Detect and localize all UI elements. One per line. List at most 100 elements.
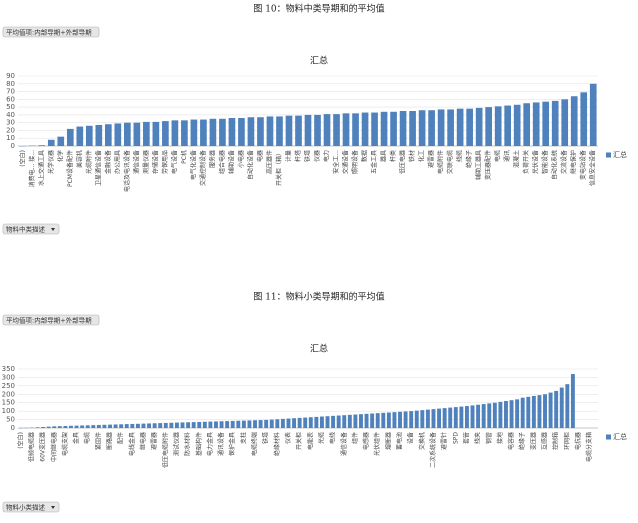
x-tick-label: 绝缘子: [465, 150, 473, 168]
axis-field-button[interactable]: [2, 223, 60, 235]
bar: [208, 421, 213, 428]
bar: [409, 111, 416, 146]
x-tick-label: 钢管: [485, 432, 493, 444]
bar: [319, 416, 324, 428]
x-tick-label: 铁塔: [262, 432, 270, 444]
bar: [504, 105, 511, 146]
legend-swatch: [606, 152, 611, 158]
x-tick-label: 计量: [284, 150, 292, 162]
bar: [57, 136, 65, 146]
x-tick-label: 线夹: [474, 432, 482, 444]
bar: [169, 422, 174, 428]
value-field-button[interactable]: [2, 26, 100, 38]
x-tick-label: 美容机: [75, 150, 83, 168]
bar: [531, 395, 536, 428]
bar: [286, 418, 291, 428]
x-tick-label: 负荷开关: [522, 150, 530, 174]
x-tick-label: 电器: [256, 150, 264, 162]
x-tick-label: 自动化设备: [246, 150, 254, 180]
bar: [487, 403, 492, 428]
bar: [38, 145, 46, 146]
bar: [57, 426, 62, 428]
bar: [414, 410, 419, 428]
x-tick-label: (空白): [16, 432, 24, 449]
bar: [96, 424, 101, 428]
x-tick-label: 电缆终端: [251, 432, 259, 456]
y-tick-label: 0: [11, 424, 15, 432]
bar: [371, 112, 378, 146]
bar: [570, 374, 575, 428]
x-tick-label: 支柱: [239, 432, 247, 444]
x-tick-label: 安全工...: [332, 150, 340, 174]
bar: [353, 414, 358, 428]
x-tick-label: 继电保护: [570, 150, 578, 174]
bar: [292, 418, 297, 428]
bar: [63, 425, 68, 428]
x-tick-label: 仪表: [284, 432, 292, 444]
bar: [158, 423, 163, 428]
x-tick-label: PCM设备配件: [66, 150, 74, 187]
value-field-button[interactable]: [2, 314, 100, 326]
bar: [102, 424, 107, 428]
x-tick-label: 消费电... 接...: [28, 150, 36, 187]
bar: [409, 411, 414, 428]
bar: [200, 119, 207, 146]
x-tick-label: 电线: [329, 432, 337, 444]
bar: [331, 415, 336, 428]
x-tick-label: 线缆: [456, 150, 464, 162]
x-tick-label: 变电站设备: [579, 150, 587, 180]
bar: [375, 413, 380, 428]
y-tick-label: 30: [6, 119, 15, 127]
bar: [76, 126, 84, 146]
bar: [52, 426, 57, 428]
bar: [442, 408, 447, 428]
bar: [280, 418, 285, 428]
bar: [219, 421, 224, 428]
bar: [66, 128, 74, 146]
bar: [466, 108, 473, 146]
bar: [91, 425, 96, 428]
bar: [257, 117, 264, 146]
axis-field-button[interactable]: [2, 501, 60, 513]
x-tick-label: 化学: [56, 150, 64, 162]
bar: [186, 422, 191, 428]
x-tick-label: 交通控制设备: [199, 150, 207, 186]
x-tick-label: (空白): [18, 150, 26, 167]
chart-title: 汇总: [310, 343, 328, 355]
bar: [285, 115, 293, 146]
bar: [420, 410, 425, 428]
bar: [230, 420, 235, 428]
bar: [141, 423, 146, 428]
x-tick-label: 服务器: [208, 150, 216, 168]
bar: [431, 409, 436, 428]
bar: [504, 401, 508, 428]
bar: [133, 122, 141, 146]
x-tick-label: 混凝土: [513, 150, 521, 168]
x-tick-label: 二次系统设备: [429, 432, 437, 468]
bar: [323, 114, 331, 146]
x-tick-label: 杆类: [389, 150, 397, 162]
x-tick-label: 化工: [418, 150, 426, 162]
legend-label: 汇总: [613, 432, 627, 441]
x-tick-label: 电缆: [83, 432, 91, 444]
bar: [381, 412, 386, 428]
x-tick-label: 中间继电器: [50, 432, 58, 462]
bar: [481, 404, 486, 428]
bar: [589, 83, 597, 146]
x-tick-label: 电容器: [507, 432, 515, 450]
x-tick-label: 办公用具: [113, 150, 121, 174]
bar: [352, 113, 359, 146]
x-tick-label: 智能设备: [541, 150, 549, 174]
bar: [152, 121, 160, 146]
y-tick-label: 70: [6, 88, 15, 96]
x-tick-label: 通信设备: [340, 432, 348, 456]
x-tick-label: 紧固件: [94, 432, 102, 450]
y-tick-label: 100: [2, 407, 15, 415]
y-tick-label: 10: [6, 134, 15, 142]
x-tick-label: 交联电缆: [446, 150, 454, 174]
bar: [470, 405, 475, 428]
x-tick-label: 光伏组件: [373, 432, 381, 456]
bar: [537, 395, 542, 428]
bar: [456, 108, 464, 146]
